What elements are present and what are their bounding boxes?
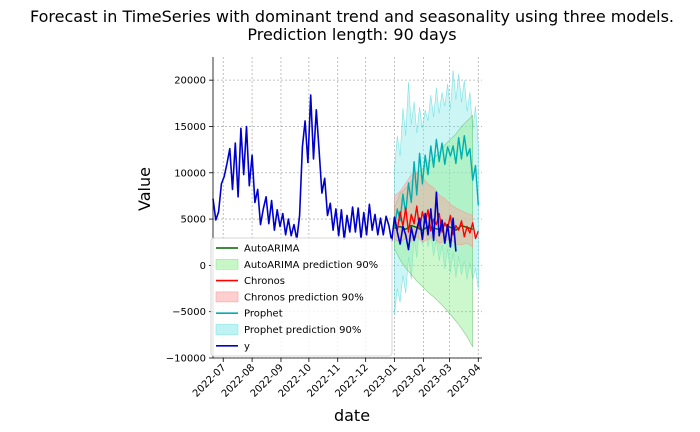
chart-title: Forecast in TimeSeries with dominant tre… — [30, 7, 674, 26]
y-tick-label: 0 — [200, 261, 206, 272]
prophet-line — [393, 134, 479, 228]
chart-subtitle: Prediction length: 90 days — [247, 25, 456, 44]
y-tick-label: 5000 — [181, 215, 206, 226]
legend-label: Prophet — [244, 309, 283, 320]
y-tick-label: −5000 — [172, 307, 206, 318]
y-tick-label: 15000 — [174, 122, 206, 133]
x-axis-label: date — [334, 406, 370, 425]
series-lines — [212, 94, 479, 252]
y-line — [212, 94, 457, 252]
legend-swatch-band — [215, 291, 239, 303]
y-tick-label: −10000 — [166, 354, 206, 365]
legend-label: Prophet prediction 90% — [244, 325, 361, 336]
legend-label: AutoARIMA — [244, 244, 300, 255]
legend-label: Chronos — [244, 276, 285, 287]
prediction-bands — [394, 69, 479, 348]
x-axis-ticks: 2022-072022-082022-092022-102022-112022-… — [191, 358, 483, 400]
legend-swatch-band — [215, 258, 239, 270]
legend-box — [210, 237, 393, 357]
y-tick-label: 10000 — [174, 168, 206, 179]
y-tick-label: 20000 — [174, 76, 206, 87]
legend-label: AutoARIMA prediction 90% — [244, 260, 378, 271]
y-axis-label: Value — [135, 167, 154, 211]
chronos-line — [393, 205, 479, 240]
y-axis-ticks: −10000 −5000 0 5000 10000 15000 20000 — [166, 76, 213, 365]
legend-label: y — [244, 341, 250, 352]
legend: AutoARIMA AutoARIMA prediction 90% Chronos… — [210, 237, 393, 357]
legend-swatch-band — [215, 324, 239, 335]
legend-label: Chronos prediction 90% — [244, 292, 364, 303]
